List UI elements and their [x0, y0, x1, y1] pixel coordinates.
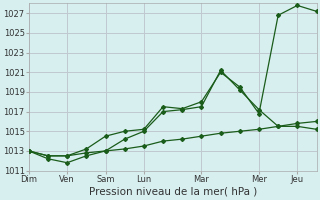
X-axis label: Pression niveau de la mer( hPa ): Pression niveau de la mer( hPa ) — [89, 187, 257, 197]
